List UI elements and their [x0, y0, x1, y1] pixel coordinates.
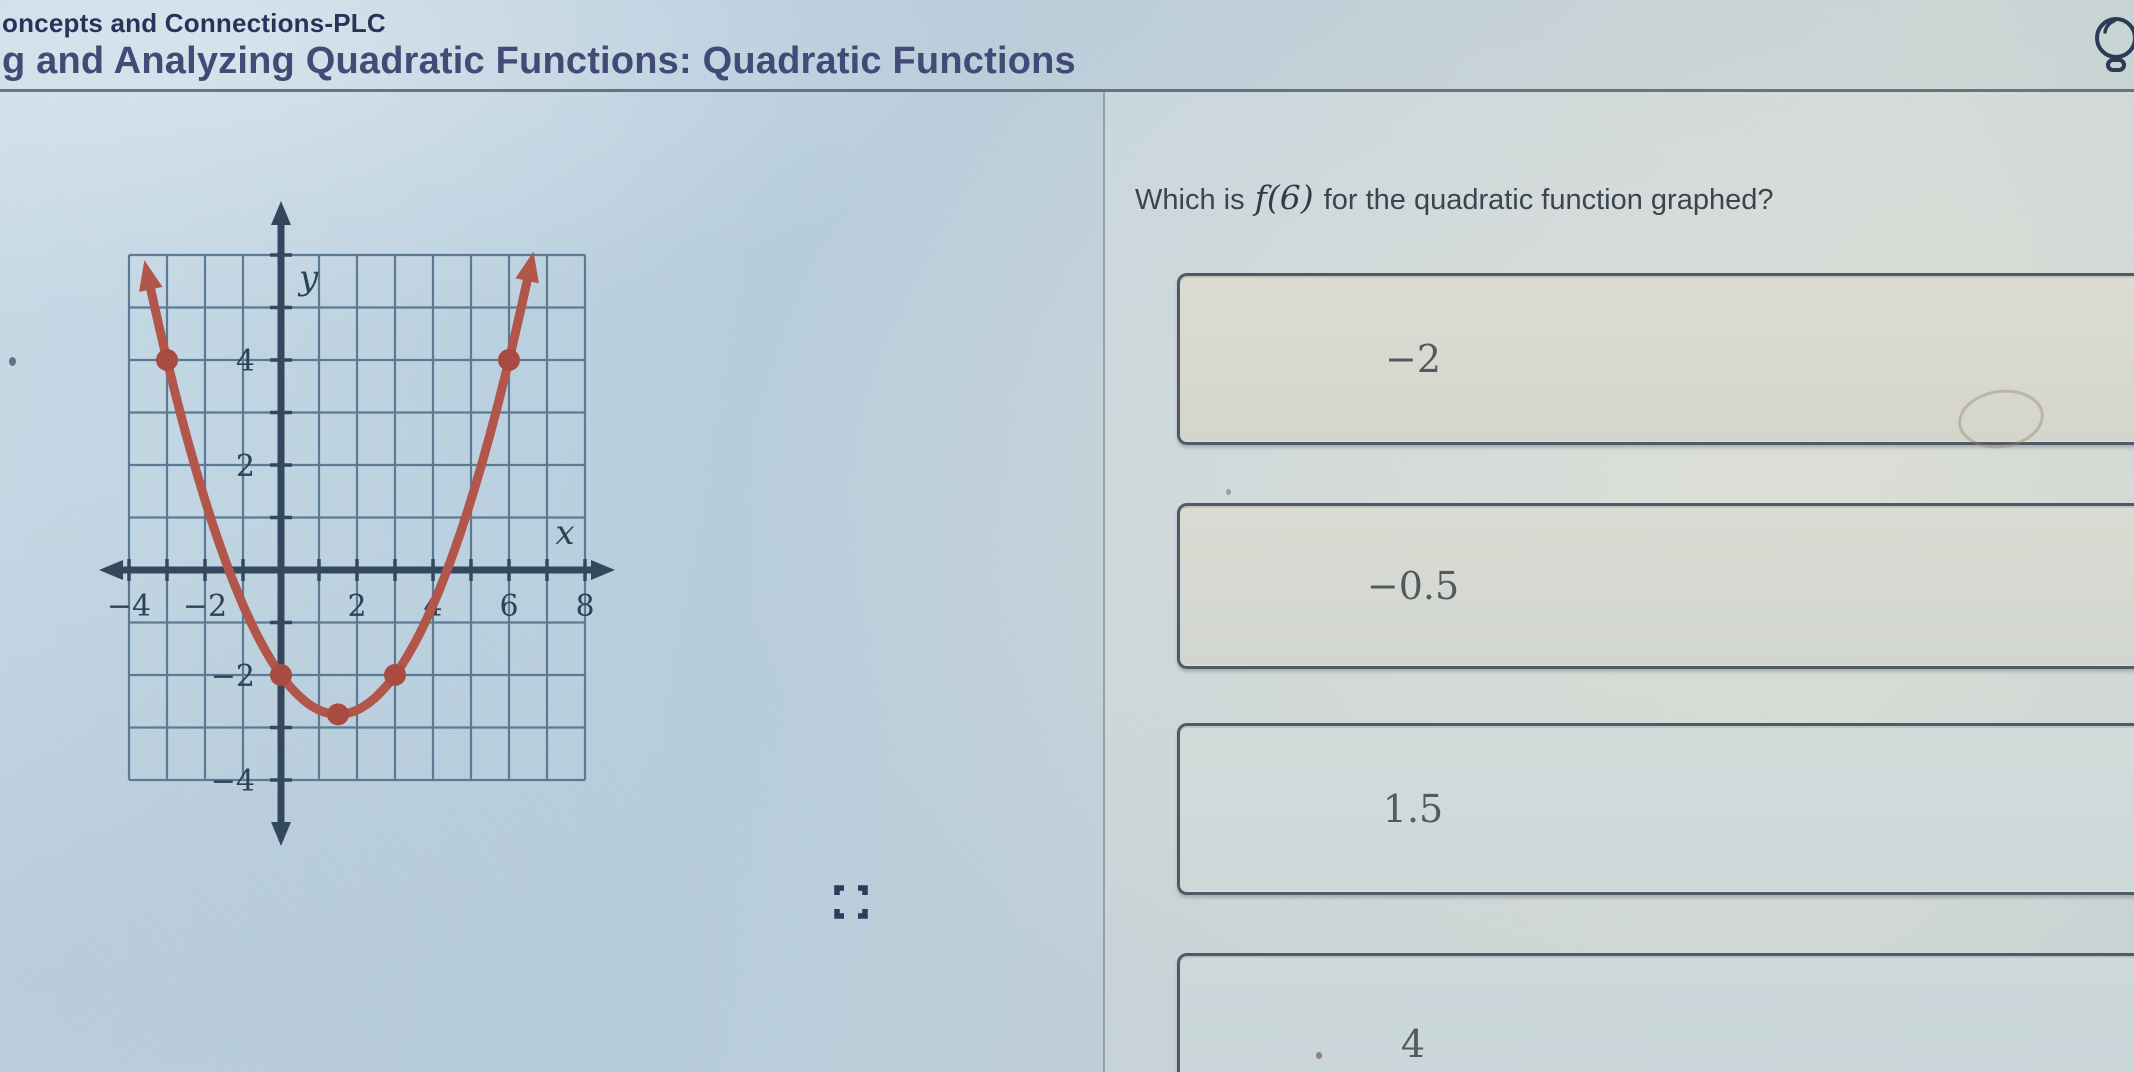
svg-text:−4: −4: [107, 589, 151, 624]
answer-option-4-label: 4: [1400, 1022, 1426, 1066]
question-suffix: for the quadratic function graphed?: [1315, 184, 1774, 216]
expand-icon[interactable]: [833, 884, 869, 920]
svg-text:8: 8: [575, 589, 594, 624]
header-divider: [0, 89, 2134, 92]
answer-option-1-label: −2: [1384, 337, 1442, 381]
svg-text:−2: −2: [211, 659, 255, 694]
photo-speck: [1226, 489, 1231, 495]
svg-text:x: x: [555, 513, 574, 553]
svg-text:2: 2: [236, 449, 255, 484]
photo-speck: [1316, 1052, 1322, 1059]
quadratic-function-graph: −4 −2 2 4 6 8 4 2 −2 −4 y x: [85, 185, 630, 875]
page-title: g and Analyzing Quadratic Functions: Qua…: [2, 40, 1076, 82]
question-math: f(6): [1254, 178, 1314, 217]
photo-speck: [9, 357, 16, 366]
course-title: oncepts and Connections-PLC: [2, 8, 386, 38]
svg-text:−4: −4: [211, 764, 255, 799]
answer-option-1[interactable]: −2: [1177, 273, 2134, 445]
answer-option-4[interactable]: 4: [1177, 953, 2134, 1072]
svg-text:6: 6: [499, 589, 518, 624]
svg-text:−2: −2: [183, 589, 227, 624]
panel-divider: [1103, 92, 1105, 1072]
lightbulb-icon[interactable]: [2093, 12, 2134, 82]
question-prefix: Which is: [1135, 184, 1253, 216]
svg-text:2: 2: [347, 589, 366, 624]
answer-option-2[interactable]: −0.5: [1177, 503, 2134, 669]
svg-text:y: y: [297, 258, 319, 298]
answer-option-3[interactable]: 1.5: [1177, 723, 2134, 895]
answer-option-2-label: −0.5: [1366, 564, 1460, 608]
question-text: Which is f(6) for the quadratic function…: [1135, 178, 1773, 217]
svg-text:4: 4: [236, 344, 255, 379]
answer-option-3-label: 1.5: [1382, 787, 1444, 831]
